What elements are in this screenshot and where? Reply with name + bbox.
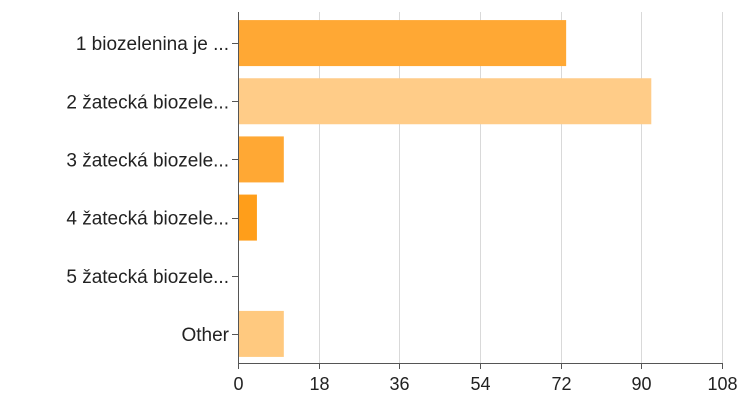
- category-label-3: 3 žatecká biozele...: [66, 150, 229, 171]
- category-label-2: 2 žatecká biozele...: [66, 92, 229, 113]
- x-tick-label-36: 36: [389, 374, 409, 394]
- grid-lines: [232, 12, 723, 369]
- bars: [239, 20, 652, 357]
- x-tick-label-0: 0: [233, 374, 243, 394]
- x-tick-label-90: 90: [631, 374, 651, 394]
- category-labels: 1 biozelenina je ... 2 žatecká biozele...…: [66, 34, 229, 346]
- x-tick-label-72: 72: [551, 374, 571, 394]
- bar-1: [239, 20, 567, 67]
- x-tick-labels: 0 18 36 54 72 90 108: [233, 374, 737, 394]
- x-tick-label-108: 108: [707, 374, 737, 394]
- category-label-4: 4 žatecká biozele...: [66, 209, 229, 230]
- x-tick-label-54: 54: [470, 374, 490, 394]
- bar-2: [239, 78, 652, 125]
- category-label-1: 1 biozelenina je ...: [76, 34, 229, 55]
- x-tick-label-18: 18: [309, 374, 329, 394]
- bar-3: [239, 136, 284, 183]
- category-label-6: Other: [181, 325, 229, 346]
- bar-4: [239, 194, 257, 241]
- category-label-5: 5 žatecká biozele...: [66, 267, 229, 288]
- bar-6: [239, 310, 284, 357]
